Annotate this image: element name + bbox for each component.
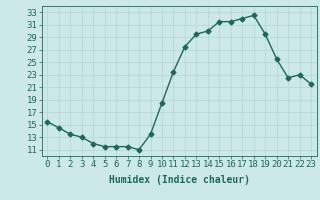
X-axis label: Humidex (Indice chaleur): Humidex (Indice chaleur) <box>109 175 250 185</box>
